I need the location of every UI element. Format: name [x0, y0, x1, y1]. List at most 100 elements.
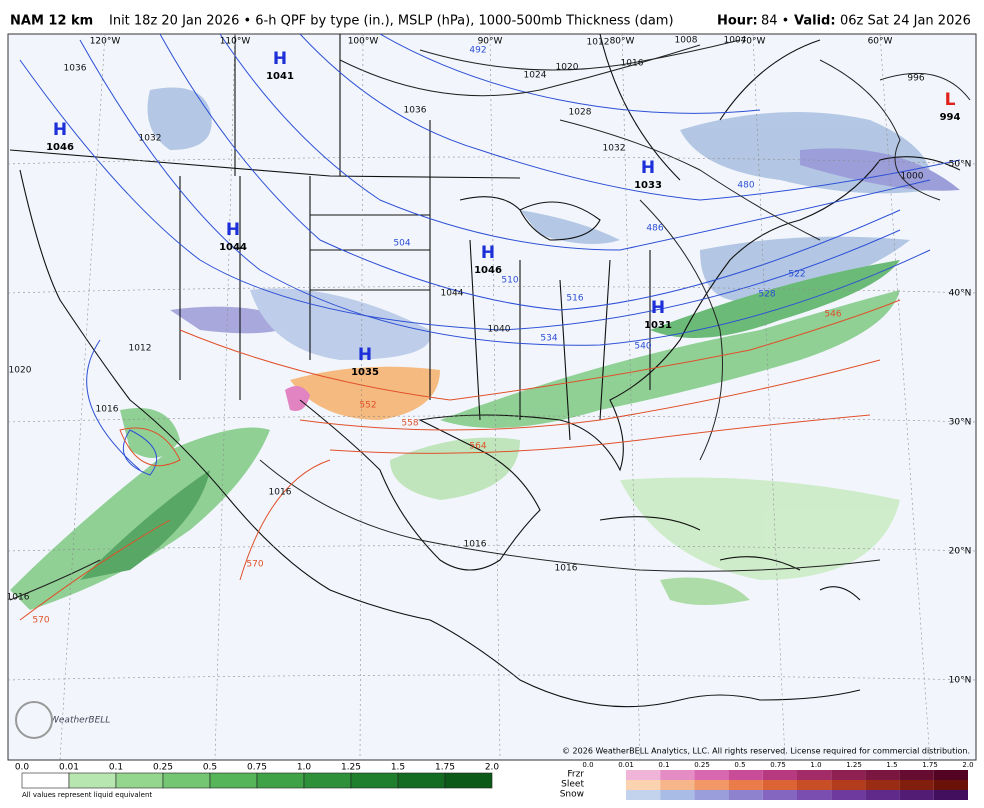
type-tick-label: 0.25 — [694, 761, 710, 769]
type-swatch — [933, 780, 968, 790]
legend: All values represent liquid equivalent 0… — [15, 761, 974, 800]
init-text: Init 18z 20 Jan 2026 • 6-h QPF by type (… — [109, 14, 674, 29]
type-label: Sleet — [561, 780, 584, 790]
latitude-label: 50°N — [949, 160, 972, 170]
isobar-label: 1020 — [9, 366, 32, 376]
isobar-label: 1032 — [603, 144, 626, 154]
type-swatch — [865, 770, 900, 780]
type-swatch — [694, 780, 729, 790]
qpf-swatch — [397, 772, 446, 789]
type-swatch — [762, 780, 797, 790]
isobar-label: 1016 — [621, 59, 644, 69]
isobar-label: 1016 — [555, 564, 578, 574]
type-label: Snow — [560, 790, 584, 800]
isobar-label: 1008 — [675, 36, 698, 46]
isobar-label: 1040 — [488, 325, 511, 335]
thickness-label: 492 — [469, 46, 486, 56]
qpf-tick-label: 1.5 — [391, 763, 405, 773]
thickness-label: 540 — [634, 342, 651, 352]
type-swatch — [694, 770, 729, 780]
longitude-label: 100°W — [348, 37, 379, 47]
legend-note: All values represent liquid equivalent — [22, 791, 152, 799]
qpf-tick-label: 0.5 — [203, 763, 217, 773]
boundaries — [9, 34, 961, 708]
thickness-label: 480 — [737, 181, 754, 191]
logo-swirl — [15, 701, 53, 739]
longitude-label: 110°W — [220, 37, 251, 47]
thickness-label: 486 — [646, 224, 663, 234]
type-tick-label: 0.01 — [618, 761, 634, 769]
type-swatch — [899, 770, 934, 780]
qpf-swatch — [21, 772, 70, 789]
longitude-label: 80°W — [610, 37, 635, 47]
isobar-label: 996 — [907, 74, 924, 84]
pressure-center-value: 1035 — [351, 367, 379, 378]
qpf-swatch — [162, 772, 211, 789]
type-swatch — [797, 790, 832, 800]
type-swatch — [797, 780, 832, 790]
hour-label: Hour: — [717, 14, 758, 29]
qpf-tick-label: 1.75 — [435, 763, 455, 773]
type-swatch — [933, 770, 968, 780]
qpf-tick-label: 0.01 — [59, 763, 79, 773]
type-swatch — [831, 790, 866, 800]
thickness-label: 528 — [758, 290, 775, 300]
isobars-black — [9, 39, 971, 601]
type-label: Frzr — [567, 770, 584, 780]
longitude-label: 120°W — [90, 37, 121, 47]
longitude-label: 60°W — [868, 37, 893, 47]
isobar-label: 1020 — [556, 63, 579, 73]
type-swatch — [728, 780, 763, 790]
qpf-tick-label: 0.0 — [15, 763, 30, 773]
map-labels: 120°W 110°W 100°W 90°W 80°W 70°W 60°W 50°N 40°N 3… — [7, 36, 972, 686]
type-tick-label: 1.25 — [846, 761, 862, 769]
qpf-tick-label: 1.0 — [297, 763, 312, 773]
valid-label: Valid: — [794, 14, 836, 29]
pressure-center-letter: H — [226, 220, 240, 240]
isobar-label: 1004 — [724, 36, 747, 46]
isobar-label: 1044 — [441, 289, 464, 299]
type-tick-label: 1.5 — [886, 761, 897, 769]
isobar-label: 1012 — [587, 38, 610, 48]
qpf-swatch — [256, 772, 305, 789]
type-swatch — [660, 770, 695, 780]
type-swatch — [626, 780, 661, 790]
precip — [10, 87, 960, 610]
thickness-label: 522 — [788, 270, 805, 280]
isobar-label: 1016 — [269, 488, 292, 498]
qpf-swatch — [115, 772, 164, 789]
latitude-label: 30°N — [949, 418, 972, 428]
pressure-center-letter: L — [945, 90, 956, 110]
pressure-center-letter: H — [651, 298, 665, 318]
thickness-label: 564 — [469, 442, 486, 452]
valid-value: 06z Sat 24 Jan 2026 — [840, 14, 971, 29]
isobar-label: 1036 — [404, 106, 427, 116]
type-tick-label: 1.0 — [810, 761, 821, 769]
longitude-label: 70°W — [741, 37, 766, 47]
type-swatch — [694, 790, 729, 800]
qpf-swatch — [303, 772, 352, 789]
thickness-lines — [19, 299, 901, 621]
longitude-label: 90°W — [478, 37, 503, 47]
isobar-label: 1012 — [129, 344, 152, 354]
qpf-swatch — [68, 772, 117, 789]
isobar-label: 1028 — [569, 108, 592, 118]
pressure-center-letter: H — [53, 120, 67, 140]
thickness-label: 510 — [501, 276, 518, 286]
qpf-swatch — [209, 772, 258, 789]
qpf-tick-label: 0.75 — [247, 763, 267, 773]
pressure-center-value: 1041 — [266, 71, 294, 82]
pressure-center-value: 1046 — [46, 142, 74, 153]
type-tick-label: 2.0 — [962, 761, 973, 769]
type-swatch — [899, 780, 934, 790]
pressure-center-letter: H — [481, 243, 495, 263]
type-swatch — [626, 790, 661, 800]
pressure-center-value: 1046 — [474, 265, 502, 276]
type-swatch — [660, 780, 695, 790]
qpf-tick-label: 1.25 — [341, 763, 361, 773]
qpf-tick-label: 0.1 — [109, 763, 123, 773]
type-swatch — [626, 770, 661, 780]
map-layers — [8, 34, 976, 760]
isobar-label: 1016 — [464, 540, 487, 550]
